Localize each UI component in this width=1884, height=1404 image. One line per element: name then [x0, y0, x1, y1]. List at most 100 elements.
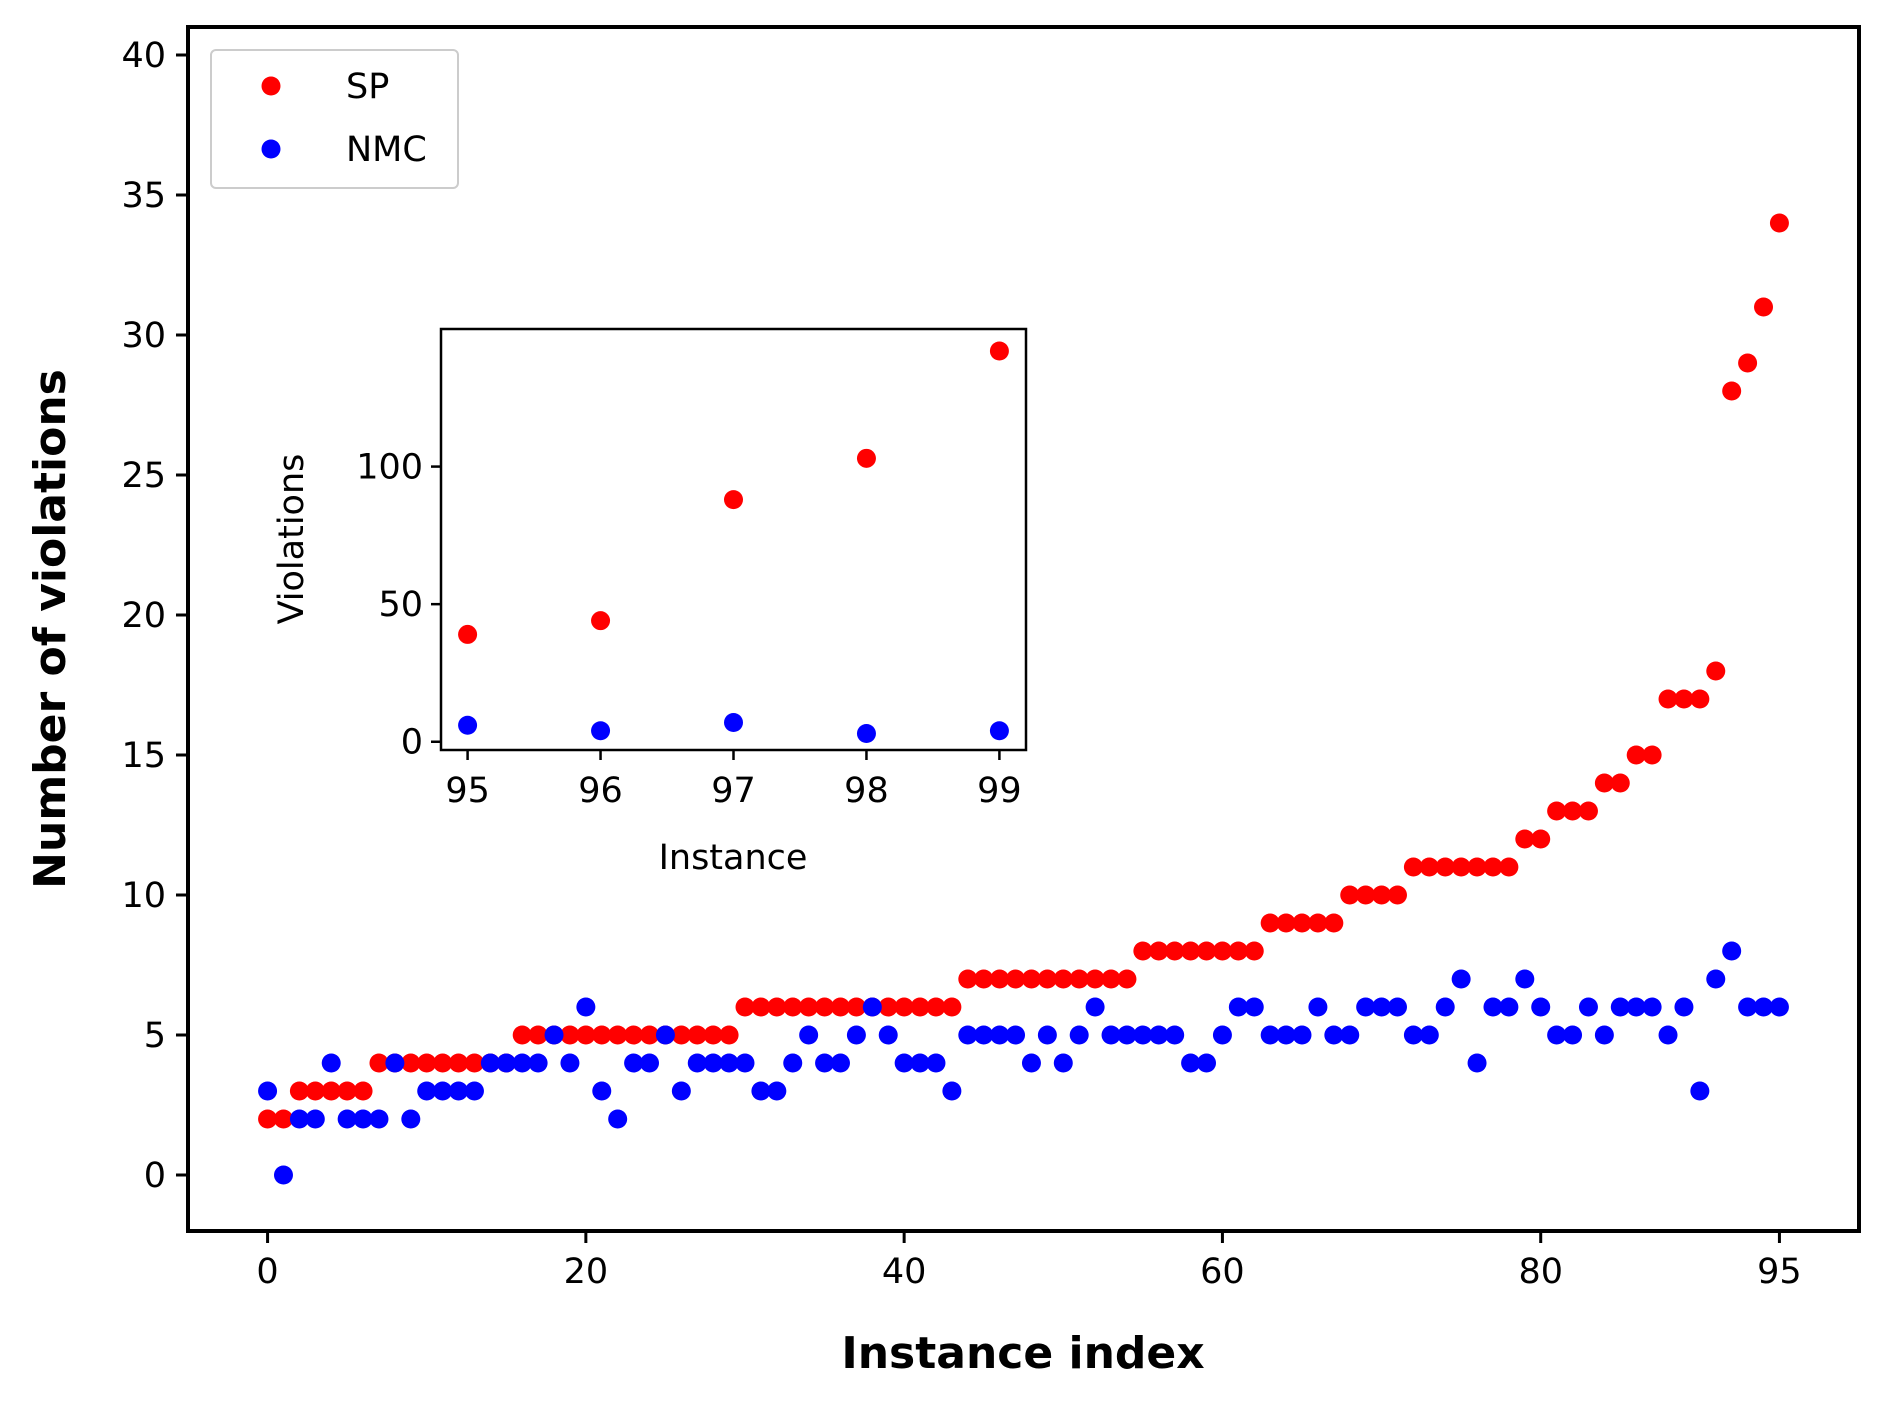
main-point-sp: [1738, 353, 1758, 373]
main-point-sp: [512, 1025, 532, 1045]
inset-y-tick-label: 100: [356, 448, 423, 488]
main-point-nmc: [433, 1081, 453, 1101]
inset-y-tick-label: 50: [378, 585, 423, 625]
main-point-nmc: [1085, 997, 1105, 1017]
main-point-sp: [1228, 941, 1248, 961]
main-point-nmc: [1738, 997, 1758, 1017]
main-point-sp: [1658, 689, 1678, 709]
main-point-sp: [1276, 913, 1296, 933]
main-point-nmc: [719, 1053, 739, 1073]
main-point-sp: [815, 997, 835, 1017]
main-point-sp: [974, 969, 994, 989]
main-point-nmc: [655, 1025, 675, 1045]
main-point-nmc: [1197, 1053, 1217, 1073]
main-point-nmc: [846, 1025, 866, 1045]
inset-point-nmc: [989, 721, 1009, 741]
main-point-nmc: [1372, 997, 1392, 1017]
main-y-tick-label: 25: [121, 456, 166, 496]
main-point-nmc: [1244, 997, 1264, 1017]
main-point-nmc: [321, 1053, 341, 1073]
main-point-sp: [878, 997, 898, 1017]
inset-y-axis-title: Violations: [272, 454, 312, 625]
main-point-sp: [528, 1025, 548, 1045]
main-point-nmc: [496, 1053, 516, 1073]
main-point-sp: [958, 969, 978, 989]
main-point-sp: [592, 1025, 612, 1045]
main-point-sp: [783, 997, 803, 1017]
main-point-sp: [417, 1053, 437, 1073]
inset-point-sp: [724, 490, 743, 510]
main-y-tick-label: 35: [121, 176, 166, 216]
main-x-tick-label: 60: [1200, 1252, 1245, 1292]
main-point-nmc: [1260, 1025, 1280, 1045]
main-point-nmc: [1037, 1025, 1057, 1045]
main-point-nmc: [703, 1053, 723, 1073]
main-point-sp: [894, 997, 914, 1017]
inset-x-axis-title: Instance: [659, 838, 808, 878]
inset-tick-group: 95 96 97 98 99 0 50 100: [356, 448, 1021, 811]
main-point-sp: [1244, 941, 1264, 961]
main-y-tick-label: 40: [121, 36, 166, 76]
main-point-sp: [926, 997, 946, 1017]
main-point-sp: [1690, 689, 1710, 709]
main-point-nmc: [1101, 1025, 1121, 1045]
main-point-sp: [719, 1025, 739, 1045]
inset-chart: 95 96 97 98 99 0 50 100 Instance Violations: [272, 327, 1028, 878]
inset-point-nmc: [591, 721, 611, 741]
main-point-sp: [1769, 213, 1789, 233]
main-point-nmc: [1419, 1025, 1439, 1045]
main-x-tick-label: 20: [564, 1252, 609, 1292]
main-point-nmc: [687, 1053, 707, 1073]
main-point-nmc: [894, 1053, 914, 1073]
inset-x-tick-label: 95: [445, 771, 490, 811]
main-point-sp: [1292, 913, 1312, 933]
main-point-sp: [767, 997, 787, 1017]
inset-point-nmc: [856, 723, 876, 743]
main-point-sp: [1324, 913, 1344, 933]
main-point-sp: [1149, 941, 1169, 961]
main-point-sp: [464, 1053, 484, 1073]
main-point-nmc: [624, 1053, 644, 1073]
inset-plot-frame: [439, 327, 1028, 752]
main-point-nmc: [305, 1109, 325, 1129]
main-point-sp: [1610, 773, 1630, 793]
main-point-nmc: [1674, 997, 1694, 1017]
main-point-sp: [353, 1081, 373, 1101]
main-point-sp: [1340, 885, 1360, 905]
main-point-sp: [369, 1053, 389, 1073]
main-point-sp: [1117, 969, 1137, 989]
main-point-nmc: [1069, 1025, 1089, 1045]
main-point-nmc: [1626, 997, 1646, 1017]
main-point-sp: [671, 1025, 691, 1045]
inset-x-tick-label: 99: [977, 771, 1022, 811]
main-x-tick-label: 0: [256, 1252, 278, 1292]
inset-point-sp: [989, 341, 1009, 361]
main-point-nmc: [767, 1081, 787, 1101]
main-point-nmc: [1053, 1053, 1073, 1073]
main-point-nmc: [862, 997, 882, 1017]
main-point-nmc: [1292, 1025, 1312, 1045]
main-point-nmc: [1706, 969, 1726, 989]
main-point-sp: [1531, 829, 1551, 849]
main-y-tick-label: 30: [121, 316, 166, 356]
main-point-nmc: [974, 1025, 994, 1045]
legend-label-nmc: NMC: [346, 130, 427, 170]
main-point-sp: [1626, 745, 1646, 765]
main-point-nmc: [1149, 1025, 1169, 1045]
main-point-nmc: [671, 1081, 691, 1101]
main-point-sp: [1165, 941, 1185, 961]
main-point-nmc: [830, 1053, 850, 1073]
main-point-nmc: [512, 1053, 532, 1073]
main-point-nmc: [401, 1109, 421, 1129]
main-y-tick-label: 0: [144, 1156, 166, 1196]
main-point-nmc: [1483, 997, 1503, 1017]
main-point-sp: [449, 1053, 469, 1073]
main-point-nmc: [1340, 1025, 1360, 1045]
main-point-sp: [735, 997, 755, 1017]
main-point-nmc: [1563, 1025, 1583, 1045]
main-point-nmc: [1499, 997, 1519, 1017]
inset-point-sp: [591, 611, 611, 631]
main-x-tick-label: 40: [882, 1252, 927, 1292]
main-y-tick-label: 15: [121, 736, 166, 776]
